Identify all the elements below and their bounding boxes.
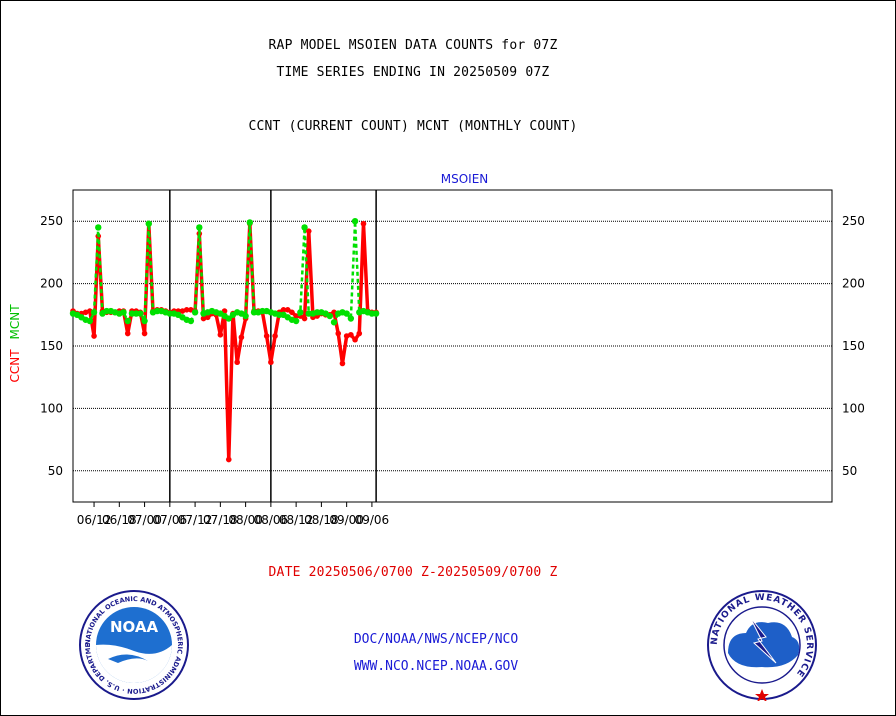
y-tick-label-right: 200 xyxy=(842,277,865,291)
y-tick-label-right: 150 xyxy=(842,339,865,353)
data-point-ccnt xyxy=(204,314,211,321)
x-tick-label: 08/12 xyxy=(279,513,314,527)
y-tick-label-right: 100 xyxy=(842,401,865,415)
nco-website-link[interactable]: WWW.NCO.NCEP.NOAA.GOV xyxy=(353,659,519,674)
x-tick-label: 08/06 xyxy=(254,513,289,527)
data-point-mcnt xyxy=(90,309,98,316)
chart-title: MSOIEN xyxy=(441,172,489,186)
data-point-ccnt xyxy=(225,456,232,463)
doc-noaa-link[interactable]: DOC/NOAA/NWS/NCEP/NCO xyxy=(353,632,519,647)
series-line-ccnt xyxy=(72,221,377,462)
data-point-ccnt xyxy=(272,333,278,339)
data-point-mcnt xyxy=(141,317,148,325)
data-point-mcnt xyxy=(191,309,199,316)
x-tick-label: 07/18 xyxy=(203,513,238,527)
data-point-mcnt xyxy=(196,224,203,231)
date-range: DATE 20250506/0700 Z-20250509/0700 Z xyxy=(268,565,558,580)
data-point-mcnt xyxy=(330,319,338,326)
data-point-ccnt xyxy=(91,333,97,339)
y-tick-label-right: 250 xyxy=(842,214,865,228)
y-axis-label-mcnt: MCNT xyxy=(8,304,22,340)
chart-subtitle: CCNT (CURRENT COUNT) MCNT (MONTHLY COUNT… xyxy=(248,119,578,134)
x-tick-label: 07/06 xyxy=(153,513,188,527)
x-tick-label: 06/12 xyxy=(77,513,112,527)
data-point-ccnt xyxy=(301,315,308,322)
x-tick-label: 08/00 xyxy=(228,513,263,527)
nws-logo: NATIONAL WEATHER SERVICE xyxy=(707,590,817,701)
data-point-ccnt xyxy=(141,330,148,337)
y-tick-label-right: 50 xyxy=(842,464,857,478)
data-point-ccnt xyxy=(82,309,89,316)
data-point-ccnt xyxy=(268,359,274,366)
data-point-ccnt xyxy=(289,309,295,316)
data-point-mcnt xyxy=(124,317,131,325)
data-point-ccnt xyxy=(356,330,363,337)
data-point-ccnt xyxy=(280,307,287,313)
data-point-mcnt xyxy=(301,224,308,231)
x-tick-label: 09/00 xyxy=(329,513,364,527)
data-point-mcnt xyxy=(137,310,144,317)
y-tick-label-left: 200 xyxy=(40,277,63,291)
noaa-logo: NOAA NATIONAL OCEANIC AND ATMOSPHERIC AD… xyxy=(78,589,189,700)
data-point-mcnt xyxy=(343,310,350,317)
data-point-ccnt xyxy=(124,330,131,337)
data-point-mcnt xyxy=(351,218,359,225)
data-point-ccnt xyxy=(217,331,224,338)
data-point-ccnt xyxy=(348,331,354,338)
data-point-ccnt xyxy=(200,315,207,322)
data-point-ccnt xyxy=(352,336,358,343)
data-point-ccnt xyxy=(343,333,350,339)
y-tick-label-left: 250 xyxy=(40,214,63,228)
data-point-ccnt xyxy=(234,359,240,366)
data-point-mcnt xyxy=(242,312,249,320)
data-point-ccnt xyxy=(284,307,291,313)
data-point-ccnt xyxy=(335,330,342,337)
x-tick-label: 09/06 xyxy=(355,513,390,527)
data-point-ccnt xyxy=(238,334,245,341)
data-point-mcnt xyxy=(246,219,254,226)
data-point-mcnt xyxy=(347,315,355,322)
x-tick-label: 07/00 xyxy=(127,513,162,527)
data-point-mcnt xyxy=(225,315,232,322)
data-point-mcnt xyxy=(297,309,304,316)
data-point-ccnt xyxy=(339,360,346,367)
data-point-ccnt xyxy=(360,220,367,227)
data-point-mcnt xyxy=(120,309,127,316)
noaa-logo-text: NOAA xyxy=(110,618,159,636)
data-point-mcnt xyxy=(187,317,195,325)
data-point-mcnt xyxy=(372,310,380,317)
data-point-ccnt xyxy=(263,333,270,339)
data-point-ccnt xyxy=(183,307,190,313)
data-point-mcnt xyxy=(292,317,300,325)
y-tick-label-left: 50 xyxy=(48,464,63,478)
data-point-mcnt xyxy=(95,224,102,231)
data-point-ccnt xyxy=(179,308,186,314)
x-tick-label: 06/18 xyxy=(102,513,137,527)
data-point-mcnt xyxy=(326,312,334,320)
y-axis-label-ccnt: CCNT xyxy=(8,349,22,383)
chart-title-line2: TIME SERIES ENDING IN 20250509 07Z xyxy=(276,65,550,80)
data-point-mcnt xyxy=(86,317,94,325)
data-point-mcnt xyxy=(145,220,152,227)
y-tick-label-left: 150 xyxy=(40,339,63,353)
chart-title-line1: RAP MODEL MSOIEN DATA COUNTS for 07Z xyxy=(268,38,558,53)
data-point-ccnt xyxy=(293,313,299,319)
data-point-ccnt xyxy=(305,228,312,234)
plot-frame xyxy=(72,189,833,503)
series-line-mcnt xyxy=(72,219,377,324)
x-tick-label: 07/12 xyxy=(178,513,213,527)
x-tick-label: 08/18 xyxy=(304,513,339,527)
y-tick-label-left: 100 xyxy=(40,401,63,415)
